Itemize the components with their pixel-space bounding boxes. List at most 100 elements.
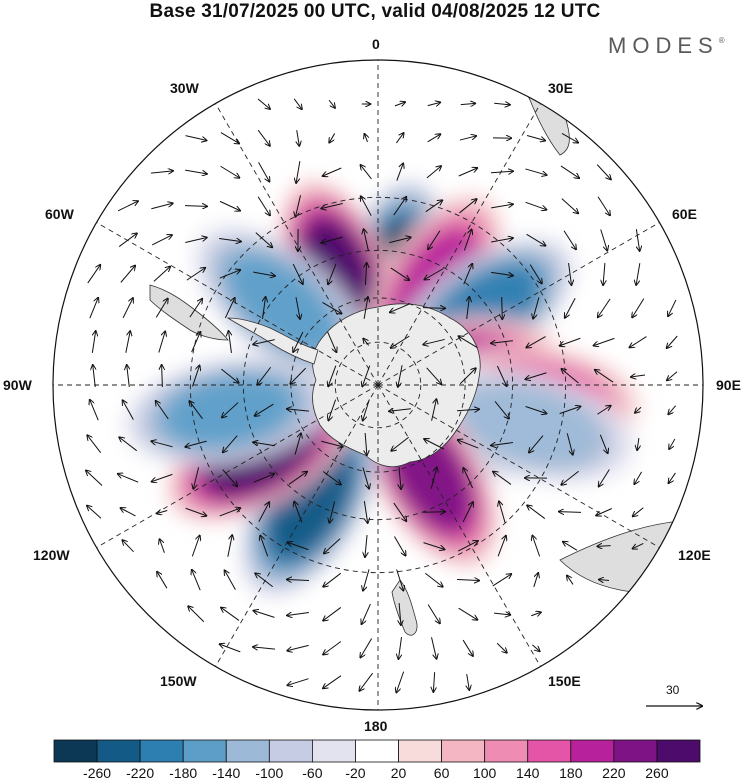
wind-vector xyxy=(255,403,274,416)
wind-vector xyxy=(492,574,512,587)
wind-vector xyxy=(363,569,370,590)
lon-label-30w: 30W xyxy=(170,80,199,96)
meridian-line xyxy=(215,103,379,386)
wind-vector xyxy=(425,200,442,213)
wind-vector xyxy=(221,368,238,383)
wind-vector xyxy=(157,510,168,513)
wind-vector xyxy=(255,573,274,588)
wind-vector xyxy=(667,335,678,348)
wind-vector xyxy=(389,237,410,244)
wind-vector xyxy=(329,133,336,142)
wind-vector xyxy=(422,512,445,513)
wind-vector xyxy=(362,467,369,488)
wind-vector xyxy=(257,196,270,216)
wind-vector xyxy=(290,367,307,384)
wind-vector xyxy=(599,580,610,581)
colorbar-segment xyxy=(398,739,442,763)
wind-vector xyxy=(260,536,269,557)
wind-vector xyxy=(258,502,269,522)
wind-vector xyxy=(87,506,102,519)
wind-vector xyxy=(152,473,173,481)
colorbar-segment xyxy=(139,739,184,763)
wind-vector xyxy=(363,399,370,421)
wind-vector xyxy=(296,161,301,183)
colorbar-tick-label: -180 xyxy=(169,765,198,781)
wind-vector xyxy=(329,501,336,522)
wind-vector xyxy=(287,613,309,616)
lon-label-180: 180 xyxy=(364,718,388,734)
wind-vector xyxy=(391,436,409,451)
wind-vector xyxy=(257,366,272,384)
wind-vector xyxy=(669,472,676,483)
meridian-line xyxy=(377,103,541,386)
wind-vector xyxy=(122,298,133,319)
wind-vector xyxy=(229,331,232,353)
wind-vector xyxy=(533,297,540,318)
wind-vector xyxy=(525,372,547,380)
wind-vector xyxy=(562,369,579,384)
wind-vector xyxy=(87,265,100,284)
wind-vector xyxy=(496,365,506,386)
lon-label-90w: 90W xyxy=(3,377,32,393)
wind-vector xyxy=(632,298,645,318)
wind-vector xyxy=(525,201,547,209)
wind-vector xyxy=(393,502,406,521)
wind-vector xyxy=(634,471,643,484)
wind-vector xyxy=(119,437,138,452)
wind-vector xyxy=(633,542,644,548)
wind-vector xyxy=(529,435,544,453)
meridian-line xyxy=(215,384,379,667)
wind-vector xyxy=(532,536,541,557)
wind-vector xyxy=(499,501,506,523)
wind-vector xyxy=(185,135,207,141)
wind-vector xyxy=(630,336,647,348)
modes-logo: MODES® xyxy=(608,33,725,58)
wind-vector xyxy=(396,133,403,144)
wind-vector xyxy=(428,230,441,249)
wind-vector xyxy=(87,435,102,454)
wind-vector xyxy=(431,637,437,658)
wind-vector xyxy=(559,512,582,513)
lon-label-120w: 120W xyxy=(33,547,70,563)
wind-vector xyxy=(597,196,610,216)
colorbar-tick-label: 60 xyxy=(433,765,450,781)
colorbar-segment xyxy=(311,739,356,763)
wind-vector xyxy=(322,302,341,313)
colorbar-segment xyxy=(656,739,701,763)
wind-vector xyxy=(365,134,368,143)
meridian-line xyxy=(96,222,379,386)
wind-vector xyxy=(494,103,510,105)
wind-vector xyxy=(288,678,309,686)
wind-vector xyxy=(185,507,207,515)
wind-vector xyxy=(597,546,611,547)
wind-vector xyxy=(151,441,173,448)
wind-vector xyxy=(637,437,639,450)
wind-vector xyxy=(458,607,478,620)
wind-vector xyxy=(258,162,270,181)
wind-vector xyxy=(151,171,173,173)
wind-vector xyxy=(293,331,304,352)
wind-vector xyxy=(155,299,168,318)
wind-vector xyxy=(458,440,479,449)
wind-vector xyxy=(597,406,610,415)
colorbar xyxy=(53,739,701,763)
wind-vector xyxy=(603,262,605,285)
wind-vector xyxy=(224,298,234,319)
wind-vector xyxy=(91,331,95,353)
wind-vector xyxy=(158,331,165,353)
colorbar-tick-label: 100 xyxy=(472,765,497,781)
wind-vector xyxy=(253,442,275,447)
wind-vector xyxy=(328,399,337,421)
wind-vector xyxy=(396,569,404,591)
wind-vector xyxy=(118,233,137,247)
wind-vector xyxy=(430,467,437,489)
latitude-circle xyxy=(334,341,422,429)
wind-vector xyxy=(431,399,437,421)
wind-vector xyxy=(459,368,476,385)
colorbar-tick-label: -20 xyxy=(345,765,366,781)
wind-vector xyxy=(458,168,478,177)
colorbar-segment xyxy=(225,739,270,763)
wind-vector xyxy=(297,130,300,146)
wind-vector xyxy=(328,365,337,387)
lon-label-150w: 150W xyxy=(160,673,197,689)
